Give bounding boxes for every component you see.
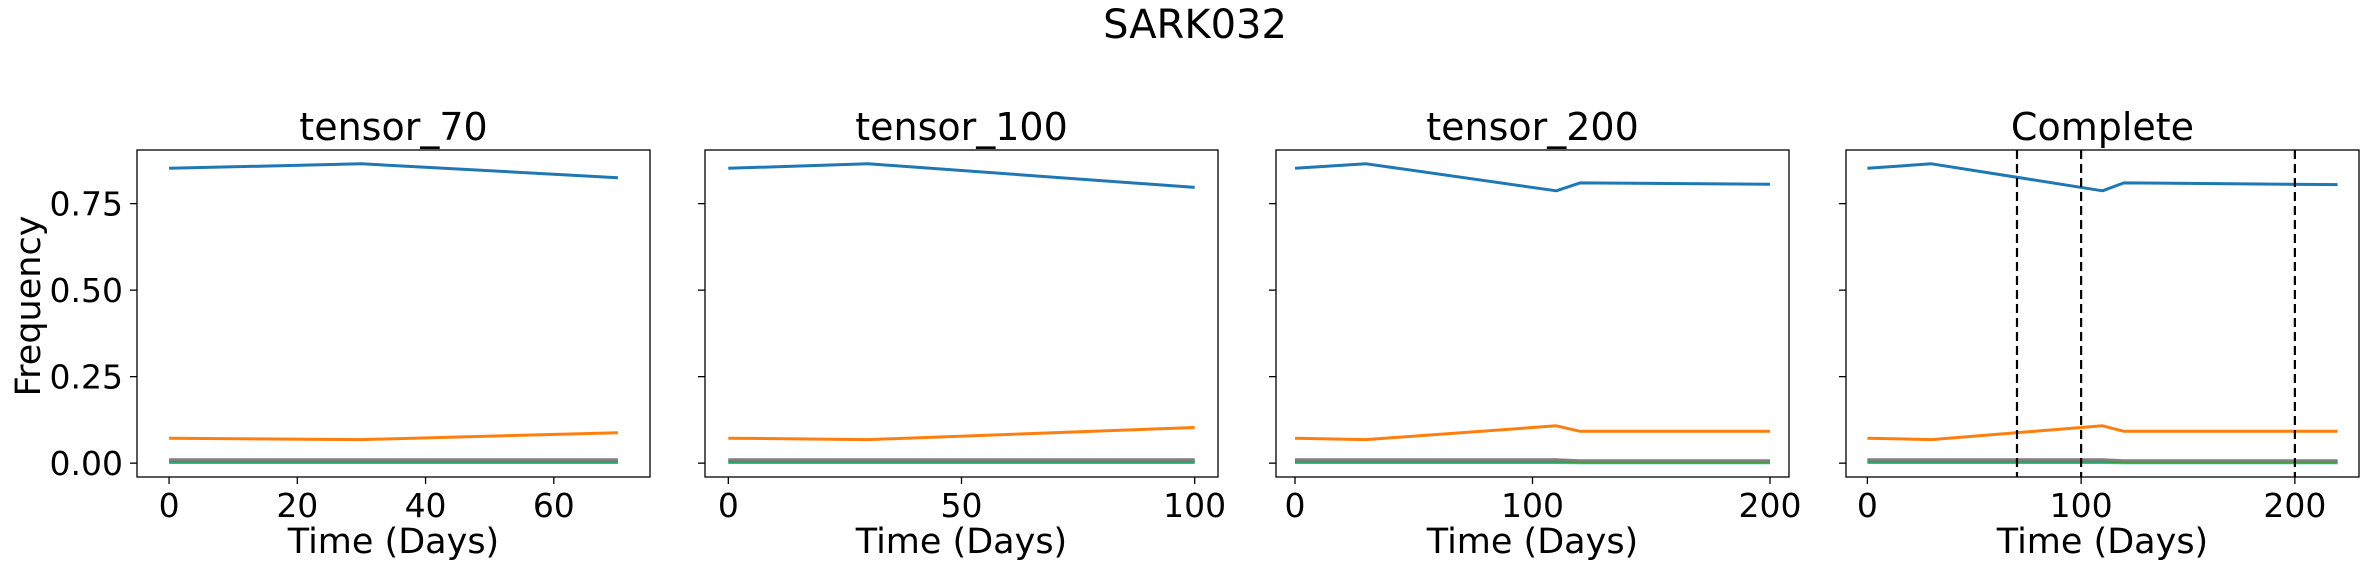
y-axis-label: Frequency bbox=[9, 216, 49, 397]
series-line-s0 bbox=[728, 162, 1195, 189]
panel-title: Complete bbox=[2011, 105, 2194, 149]
series-line-s1 bbox=[1294, 424, 1770, 442]
chart-panel-1: tensor_70 0 20 40 60 0.00 0.25 0.50 0.75 Time (Da… bbox=[50, 105, 651, 562]
plot-frame bbox=[136, 149, 651, 478]
x-axis-label: Time (Days) bbox=[1426, 522, 1638, 562]
x-tick-label: 40 bbox=[405, 486, 447, 525]
x-tick-label: 60 bbox=[533, 486, 575, 525]
series-line-s2 bbox=[1867, 458, 2338, 463]
x-axis-label: Time (Days) bbox=[287, 522, 499, 562]
panel-title: tensor_200 bbox=[1426, 105, 1639, 149]
chart-panel-4: Complete 0 100 200 Time (Days) bbox=[1839, 105, 2360, 562]
series-group bbox=[169, 162, 618, 464]
series-line-s0 bbox=[169, 162, 618, 180]
x-tick-label: 20 bbox=[276, 486, 318, 525]
series-group bbox=[728, 162, 1195, 464]
series-line-s1 bbox=[169, 431, 618, 442]
x-tick-label: 100 bbox=[2050, 486, 2113, 525]
x-axis-label: Time (Days) bbox=[855, 522, 1067, 562]
series-line-s0 bbox=[1294, 162, 1771, 193]
x-tick-label: 0 bbox=[1285, 486, 1306, 525]
series-group bbox=[1294, 162, 1771, 465]
y-tick-label: 0.50 bbox=[50, 271, 123, 310]
x-tick-label: 100 bbox=[1163, 486, 1226, 525]
y-tick-label: 0.25 bbox=[50, 358, 123, 397]
y-tick-label: 0.00 bbox=[50, 444, 123, 483]
series-line-s1 bbox=[1867, 424, 2338, 442]
x-tick-label: 200 bbox=[1739, 486, 1802, 525]
series-line-s1 bbox=[728, 426, 1195, 442]
x-tick-label: 200 bbox=[2263, 486, 2326, 525]
plot-frame bbox=[1845, 149, 2360, 478]
series-line-s0 bbox=[1867, 162, 2338, 193]
x-tick-label: 0 bbox=[718, 486, 739, 525]
x-tick-label: 0 bbox=[1857, 486, 1878, 525]
chart-panel-2: tensor_100 0 50 100 Time (Days) bbox=[698, 105, 1226, 562]
series-group bbox=[1867, 162, 2338, 465]
x-tick-label: 100 bbox=[1501, 486, 1564, 525]
chart-panel-3: tensor_200 0 100 200 Time (Days) bbox=[1269, 105, 1802, 562]
series-line-s2 bbox=[1295, 458, 1770, 463]
figure-title: SARK032 bbox=[1103, 2, 1287, 48]
y-tick-label: 0.75 bbox=[50, 185, 123, 224]
x-axis-label: Time (Days) bbox=[1996, 522, 2208, 562]
x-tick-label: 50 bbox=[941, 486, 983, 525]
panel-title: tensor_70 bbox=[299, 105, 487, 149]
x-tick-label: 0 bbox=[159, 486, 180, 525]
panel-title: tensor_100 bbox=[855, 105, 1068, 149]
